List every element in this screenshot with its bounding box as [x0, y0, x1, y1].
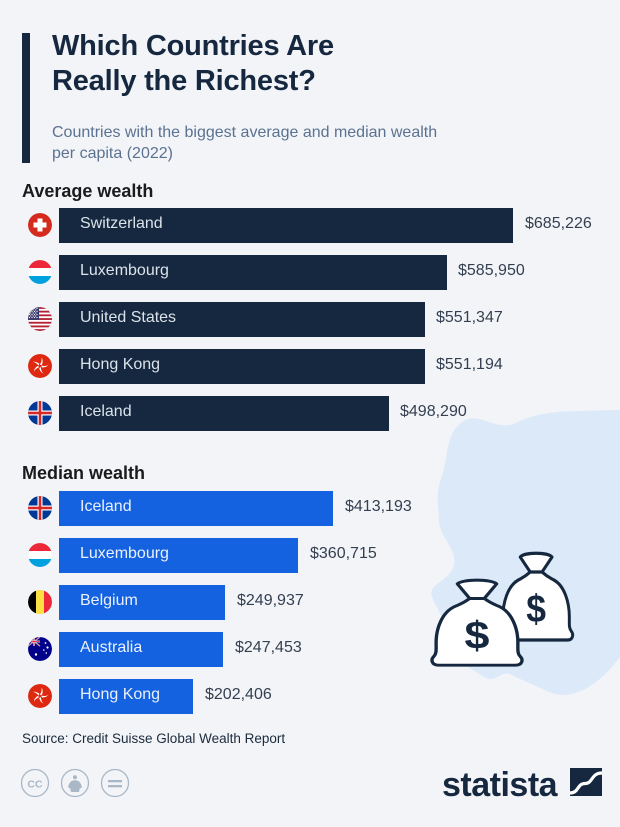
svg-text:$: $ — [465, 613, 490, 657]
svg-text:$: $ — [526, 586, 546, 630]
svg-text:CC: CC — [27, 779, 43, 791]
